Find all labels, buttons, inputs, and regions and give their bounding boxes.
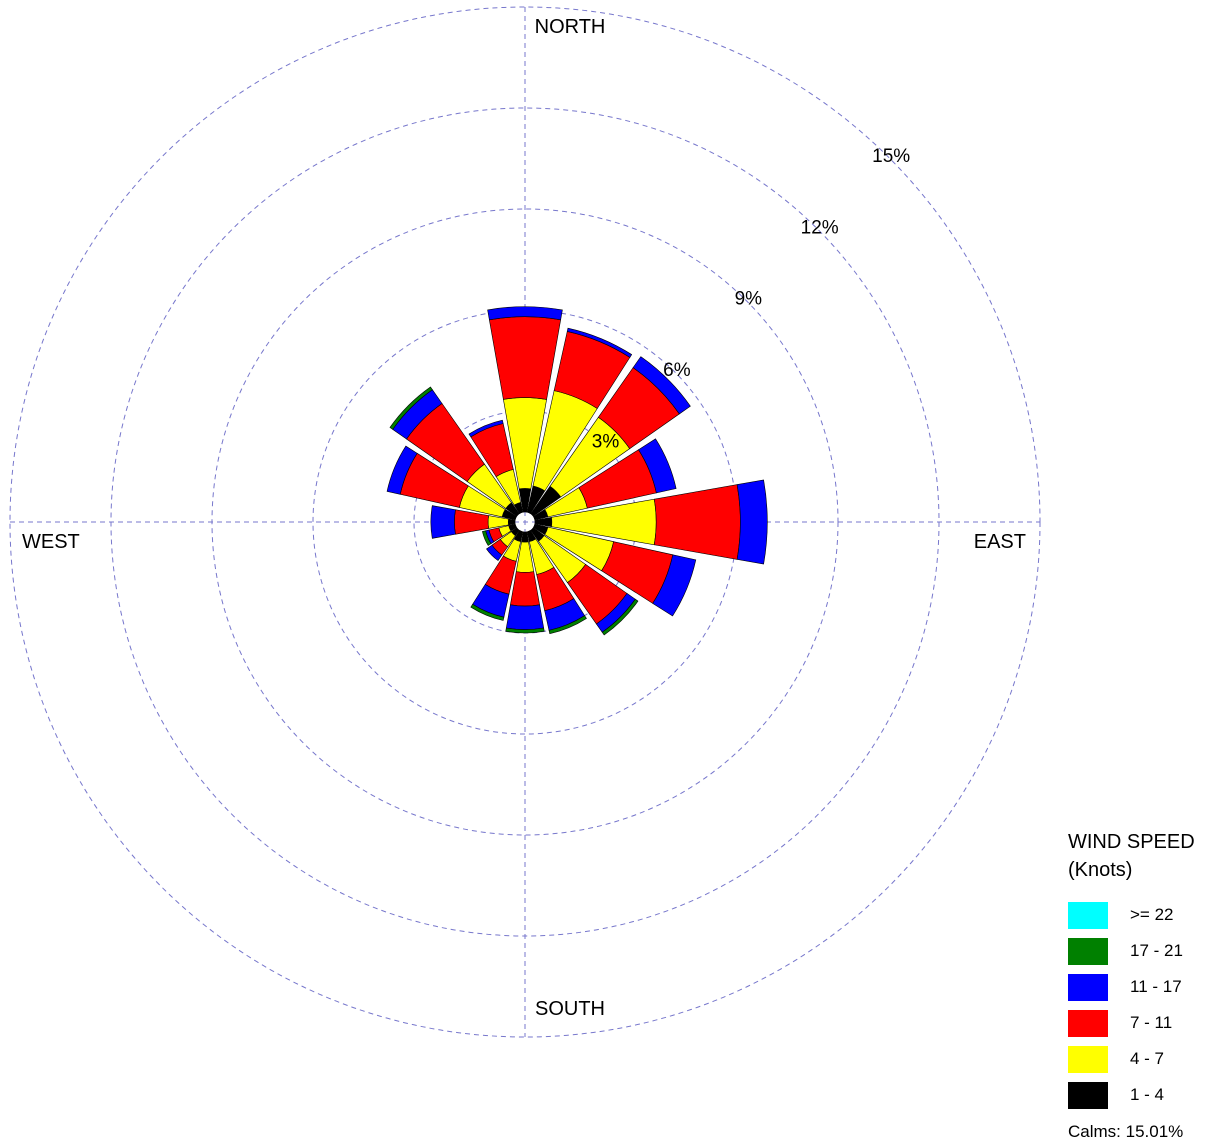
petal-5 <box>533 523 697 617</box>
petal-6-segment-4 <box>601 598 639 636</box>
wind-speed-legend: WIND SPEED (Knots) >= 22 17 - 21 11 - 17 7 … <box>1068 828 1216 1142</box>
petal-13-segment-3 <box>386 445 418 495</box>
petal-14-segment-4 <box>389 386 433 430</box>
legend-label: 11 - 17 <box>1130 977 1182 996</box>
petal-12-segment-3 <box>430 505 456 539</box>
legend-entry-4: 4 - 7 <box>1068 1046 1216 1082</box>
petal-3 <box>533 438 677 521</box>
legend-units: (Knots) <box>1068 859 1133 881</box>
chart-labels: NORTH EAST SOUTH WEST <box>22 16 1026 1020</box>
ring-labels: 3% 6% 9% 12% 15% <box>592 146 911 453</box>
legend-entry-0: >= 22 <box>1068 902 1216 938</box>
petal-8 <box>505 531 545 634</box>
petal-9 <box>470 530 524 621</box>
legend-title: WIND SPEED <box>1068 831 1195 853</box>
wind-petals <box>386 306 768 636</box>
legend-swatch <box>1068 1046 1108 1073</box>
petal-2 <box>530 356 691 517</box>
petal-11 <box>482 523 517 546</box>
ring-label-1: 3% <box>592 432 620 453</box>
petal-8-segment-2 <box>510 571 540 607</box>
petal-11-segment-4 <box>482 530 492 546</box>
legend-swatch <box>1068 974 1108 1001</box>
petal-4 <box>534 479 768 565</box>
ring-label-5: 15% <box>872 146 910 167</box>
calms-text: Calms: 15.01% <box>1068 1122 1184 1141</box>
legend-entry-1: 17 - 21 <box>1068 938 1216 974</box>
petal-12-segment-0 <box>507 518 516 526</box>
petal-4-segment-2 <box>653 484 741 560</box>
legend-swatch <box>1068 1082 1108 1109</box>
legend-swatch <box>1068 938 1108 965</box>
petal-10-segment-3 <box>486 544 503 561</box>
petal-10 <box>486 527 520 561</box>
legend-label: 17 - 21 <box>1130 941 1183 960</box>
petal-14 <box>389 386 520 517</box>
petal-12 <box>430 505 516 539</box>
legend-entry-2: 11 - 17 <box>1068 974 1216 1010</box>
label-north: NORTH <box>535 16 606 38</box>
ring-label-3: 9% <box>735 289 763 310</box>
legend-label: 7 - 11 <box>1130 1013 1173 1032</box>
petal-15-segment-3 <box>468 419 504 438</box>
petal-5-segment-3 <box>652 554 697 617</box>
petal-9-segment-4 <box>470 603 505 621</box>
legend-swatch <box>1068 902 1108 929</box>
legend-entry-5: 1 - 4 <box>1068 1082 1216 1118</box>
petal-8-segment-3 <box>505 604 545 630</box>
label-south: SOUTH <box>535 998 605 1020</box>
petal-8-segment-4 <box>505 627 545 634</box>
ring-label-2: 6% <box>663 360 691 381</box>
petal-1 <box>526 327 633 514</box>
petal-13 <box>386 445 517 521</box>
petal-12-segment-2 <box>454 509 489 535</box>
petal-0 <box>487 306 563 513</box>
petal-4-segment-3 <box>736 479 768 565</box>
petal-6 <box>530 527 639 636</box>
legend-label: 1 - 4 <box>1130 1085 1165 1104</box>
petal-3-segment-3 <box>638 438 677 494</box>
legend-label: >= 22 <box>1130 905 1174 924</box>
petal-15 <box>468 419 524 514</box>
legend-label: 4 - 7 <box>1130 1049 1165 1068</box>
petal-7 <box>526 530 587 635</box>
ring-label-4: 12% <box>801 217 839 238</box>
legend-swatch <box>1068 1010 1108 1037</box>
label-east: EAST <box>974 531 1026 553</box>
petal-0-segment-3 <box>487 306 563 321</box>
petal-1-segment-3 <box>566 327 633 358</box>
petal-0-segment-2 <box>489 316 561 400</box>
label-west: WEST <box>22 531 80 553</box>
legend-entry-3: 7 - 11 <box>1068 1010 1216 1046</box>
petal-2-segment-3 <box>632 356 691 415</box>
legend-entries: >= 22 17 - 21 11 - 17 7 - 11 4 - 7 1 - 4 <box>1068 902 1216 1118</box>
petal-7-segment-4 <box>548 615 587 635</box>
